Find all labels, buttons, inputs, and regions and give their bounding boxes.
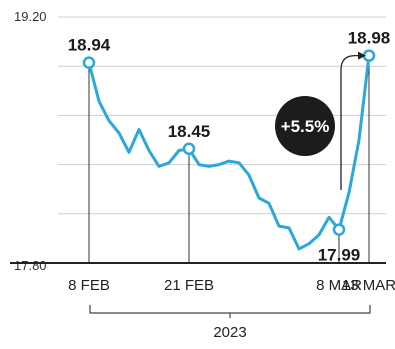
- x-tick-label: 8 FEB: [68, 277, 110, 294]
- x-tick-label: 13 MAR: [342, 277, 395, 294]
- change-arrow: [340, 55, 360, 190]
- point-marker: [182, 142, 196, 156]
- point-label: 18.45: [168, 122, 211, 141]
- point-label: 18.98: [348, 29, 391, 48]
- grid-lines: [58, 16, 386, 215]
- change-badge-text: +5.5%: [281, 117, 330, 136]
- y-tick-top: 19.20: [14, 9, 47, 24]
- point-labels: 18.94 18.45 17.99 18.98: [68, 29, 391, 265]
- drop-lines: [88, 55, 370, 263]
- change-arrow-head: [358, 51, 366, 60]
- y-tick-bottom: 17.80: [14, 258, 47, 273]
- change-badge: [275, 96, 335, 156]
- point-marker: [82, 56, 96, 69]
- x-tick-label: 8 MAR: [316, 277, 362, 294]
- point-markers: [82, 49, 376, 236]
- point-label: 17.99: [318, 246, 361, 265]
- point-label: 18.94: [68, 36, 111, 55]
- year-label: 2023: [213, 324, 246, 341]
- year-bracket: [89, 305, 371, 314]
- point-marker: [332, 223, 346, 236]
- series-line: [87, 54, 371, 251]
- x-tick-label: 21 FEB: [164, 277, 214, 294]
